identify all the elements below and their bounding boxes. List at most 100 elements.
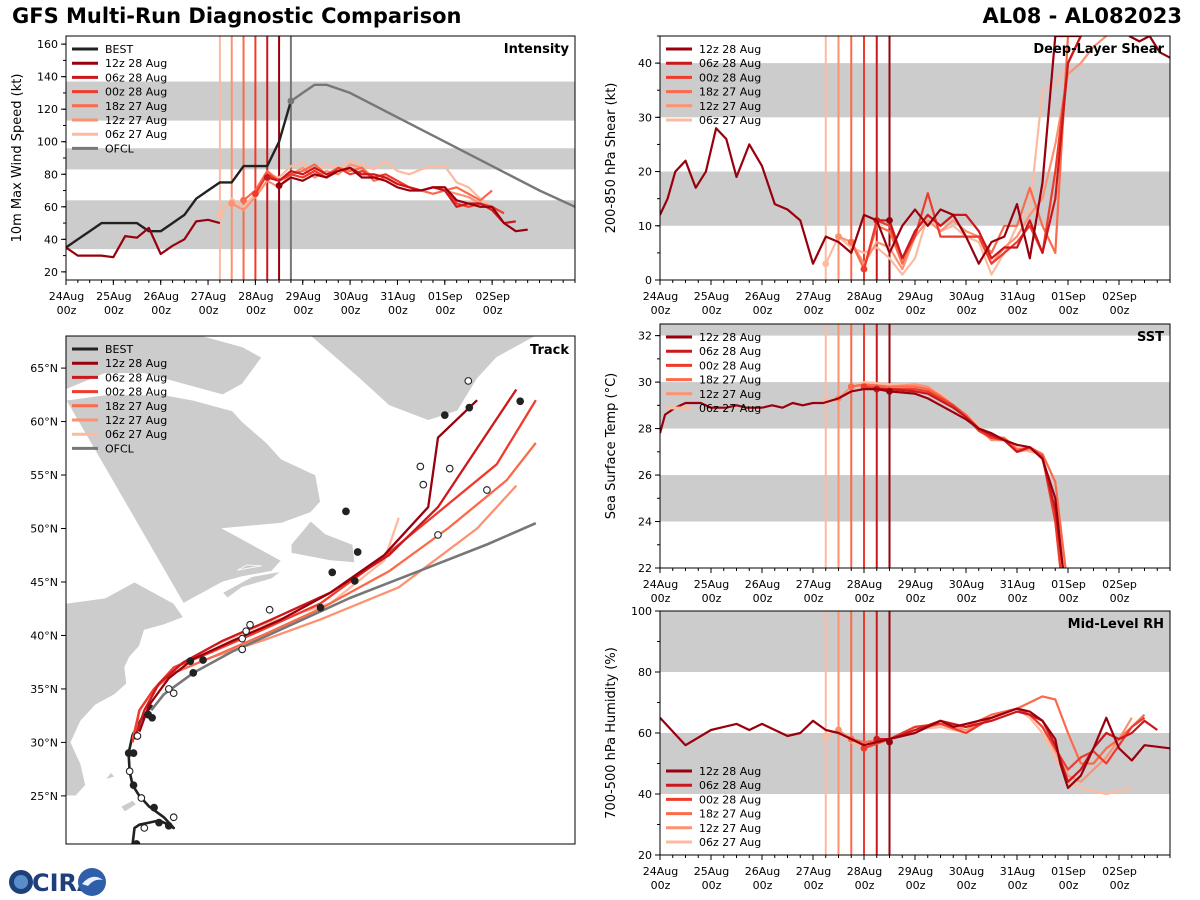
- series-12z-28-Aug: [660, 36, 1081, 265]
- x-tick-label-date: 02Sep: [475, 290, 510, 303]
- x-tick-label-date: 26Aug: [745, 290, 780, 303]
- band-1: [66, 148, 575, 170]
- panel-rh: 2040608010024Aug00z25Aug00z26Aug00z27Aug…: [604, 605, 1171, 892]
- y-tick-label: 80: [44, 168, 58, 181]
- x-tick-label-hour: 00z: [199, 304, 219, 317]
- x-tick-label-hour: 00z: [804, 304, 824, 317]
- series-OFCL: [290, 83, 575, 208]
- plot-area-shear: [660, 36, 1170, 280]
- track-point-marker: [483, 486, 491, 494]
- track-point-marker: [124, 749, 133, 757]
- series-18z-27-Aug: [242, 163, 493, 202]
- x-tick-label-date: 31Aug: [1000, 290, 1035, 303]
- track-point-marker: [199, 656, 207, 664]
- x-tick-label-date: 01Sep: [1051, 290, 1086, 303]
- start-marker-12z-27-Aug: [835, 233, 842, 241]
- land-mass-1: [66, 394, 321, 604]
- y-tick-label: 32: [638, 330, 652, 343]
- lat-tick-label: 35°N: [30, 683, 58, 696]
- x-tick-label-hour: 00z: [702, 304, 722, 317]
- legend-label: 06z 27 Aug: [699, 836, 761, 849]
- lat-tick-label: 45°N: [30, 576, 58, 589]
- start-marker-12z-27-Aug: [228, 200, 236, 207]
- legend-label: 06z 28 Aug: [105, 71, 167, 84]
- track-point-marker: [464, 377, 473, 385]
- x-tick-label-hour: 00z: [57, 304, 77, 317]
- lat-tick-label: 65°N: [30, 362, 58, 375]
- y-axis-label: Sea Surface Temp (°C): [604, 373, 619, 520]
- x-tick-label-hour: 00z: [1008, 592, 1028, 605]
- legend-label: 12z 27 Aug: [699, 100, 761, 113]
- lat-tick-label: 50°N: [30, 523, 58, 536]
- series-12z-28-Aug: [660, 388, 1064, 568]
- land-mass-0: [66, 336, 185, 797]
- y-tick-label: 20: [638, 849, 652, 862]
- y-tick-label: 100: [631, 605, 652, 618]
- panel-title: SST: [1137, 330, 1164, 345]
- x-tick-label-hour: 00z: [855, 592, 875, 605]
- panel-track: 25°N 30°N 35°N 40°N 45°N 50°N 55°N 60°N 65°N Trac…: [30, 335, 576, 845]
- legend-label: 06z 28 Aug: [105, 371, 167, 384]
- track-12z-28-Aug: [138, 399, 478, 733]
- legend-label: 00z 28 Aug: [699, 359, 761, 372]
- track-point-marker: [150, 803, 158, 812]
- legend-label: 18z 27 Aug: [699, 86, 761, 99]
- legend-label: OFCL: [105, 142, 135, 155]
- track-point-marker: [434, 531, 442, 539]
- band-0: [660, 475, 1170, 522]
- panel-title: Mid-Level RH: [1068, 617, 1164, 632]
- x-tick-label-hour: 00z: [957, 879, 977, 892]
- track-point-marker: [133, 732, 142, 740]
- track-point-marker: [238, 645, 247, 654]
- y-tick-label: 40: [638, 788, 652, 801]
- x-tick-label-date: 31Aug: [380, 290, 415, 303]
- x-tick-label-hour: 00z: [151, 304, 171, 317]
- x-tick-label-date: 27Aug: [796, 290, 831, 303]
- x-tick-label-date: 25Aug: [694, 290, 729, 303]
- track-point-marker: [164, 685, 173, 693]
- plot-area-rh: [660, 611, 1170, 855]
- x-tick-label-date: 24Aug: [643, 865, 678, 878]
- x-tick-label-date: 02Sep: [1102, 578, 1137, 591]
- x-tick-label-hour: 00z: [104, 304, 124, 317]
- legend-label: 18z 27 Aug: [105, 400, 167, 413]
- track-point-marker: [137, 794, 146, 802]
- legend-label: 18z 27 Aug: [105, 100, 167, 113]
- panel-shear: 01020304024Aug00z25Aug00z26Aug00z27Aug00…: [604, 35, 1171, 317]
- legend-label: 06z 27 Aug: [105, 128, 167, 141]
- legend-label: BEST: [105, 343, 133, 356]
- x-tick-label-date: 25Aug: [694, 578, 729, 591]
- start-marker-18z-27-Aug: [847, 238, 855, 246]
- y-axis-label: 200-850 hPa Shear (kt): [604, 83, 619, 234]
- x-tick-label-date: 01Sep: [428, 290, 463, 303]
- legend-label: 00z 28 Aug: [105, 86, 167, 99]
- lat-tick-label: 40°N: [30, 629, 58, 642]
- x-tick-label-hour: 00z: [1110, 592, 1130, 605]
- x-tick-label-date: 29Aug: [898, 290, 933, 303]
- y-tick-label: 30: [638, 111, 652, 124]
- y-axis-label: 700-500 hPa Humidity (%): [604, 647, 619, 819]
- track-point-marker: [189, 669, 198, 677]
- track-point-marker: [155, 818, 163, 827]
- start-marker-12z-28-Aug: [886, 216, 893, 224]
- track-point-marker: [148, 713, 156, 722]
- start-marker-06z-27-Aug: [822, 732, 830, 740]
- y-tick-label: 60: [638, 727, 652, 740]
- legend-label: 06z 28 Aug: [699, 57, 761, 70]
- x-tick-label-date: 02Sep: [1102, 865, 1137, 878]
- x-tick-label-date: 31Aug: [1000, 578, 1035, 591]
- track-point-marker: [353, 548, 362, 556]
- legend-label: 12z 28 Aug: [105, 357, 167, 370]
- x-tick-label-hour: 00z: [246, 304, 266, 317]
- start-marker-18z-27-Aug: [847, 383, 855, 391]
- track-point-marker: [316, 603, 325, 612]
- legend-label: 06z 27 Aug: [699, 402, 761, 415]
- track-point-marker: [440, 411, 449, 419]
- series-12z-28-Aug: [660, 707, 1170, 790]
- x-tick-label-date: 30Aug: [333, 290, 368, 303]
- y-tick-label: 100: [37, 136, 58, 149]
- x-tick-label-date: 01Sep: [1051, 578, 1086, 591]
- y-tick-label: 120: [37, 103, 58, 116]
- x-tick-label-date: 01Sep: [1051, 865, 1086, 878]
